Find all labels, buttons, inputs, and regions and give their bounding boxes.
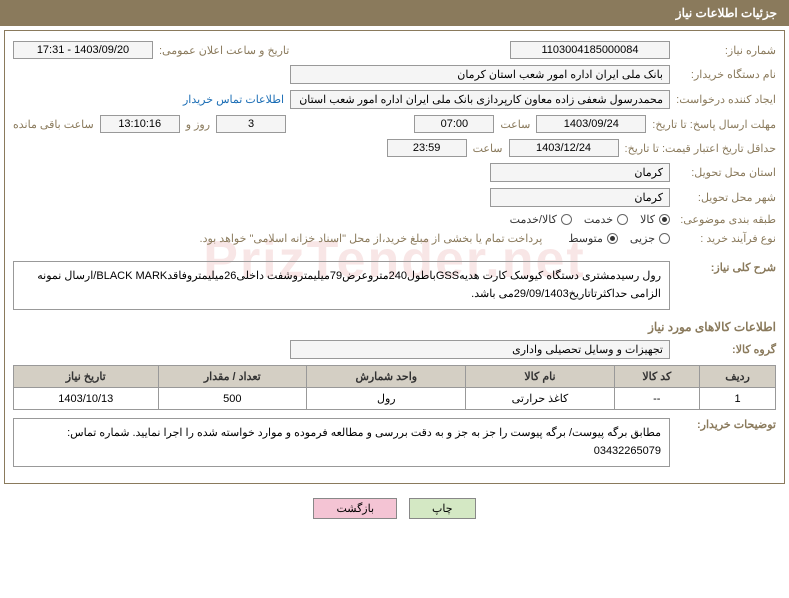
announce-dt-value: 1403/09/20 - 17:31 (13, 41, 153, 59)
category-option[interactable]: کالا (640, 213, 670, 226)
detail-panel: شماره نیاز: 1103004185000084 تاریخ و ساع… (4, 30, 785, 484)
validity-time-value: 23:59 (387, 139, 467, 157)
radio-icon (607, 233, 618, 244)
goods-group-value: تجهیزات و وسایل تحصیلی واداری (290, 340, 670, 359)
table-row: 1--کاغذ حرارتیرول5001403/10/13 (14, 388, 776, 410)
radio-label: کالا/خدمت (510, 213, 557, 226)
remaining-label: ساعت باقی مانده (13, 118, 94, 131)
requester-label: ایجاد کننده درخواست: (676, 93, 776, 106)
radio-label: متوسط (568, 232, 603, 245)
radio-label: خدمت (584, 213, 613, 226)
table-cell: 500 (158, 388, 307, 410)
radio-label: کالا (640, 213, 655, 226)
city-value: کرمان (490, 188, 670, 207)
process-option[interactable]: جزیی (630, 232, 670, 245)
deadline-time-value: 07:00 (414, 115, 494, 133)
buyer-name-value: بانک ملی ایران اداره امور شعب استان کرما… (290, 65, 670, 84)
radio-label: جزیی (630, 232, 655, 245)
city-label: شهر محل تحویل: (676, 191, 776, 204)
category-option[interactable]: خدمت (584, 213, 628, 226)
back-button[interactable]: بازگشت (313, 498, 397, 519)
need-no-value: 1103004185000084 (510, 41, 670, 59)
table-cell: -- (614, 388, 700, 410)
table-header: کد کالا (614, 366, 700, 388)
radio-icon (659, 214, 670, 225)
button-bar: چاپ بازگشت (0, 488, 789, 523)
goods-group-label: گروه کالا: (676, 343, 776, 356)
goods-table: ردیفکد کالانام کالاواحد شمارشتعداد / مقد… (13, 365, 776, 410)
validity-date-value: 1403/12/24 (509, 139, 619, 157)
page-header: جزئیات اطلاعات نیاز (0, 0, 789, 26)
radio-icon (617, 214, 628, 225)
hour-label-1: ساعت (500, 118, 530, 131)
time-left-value: 13:10:16 (100, 115, 180, 133)
need-no-label: شماره نیاز: (676, 44, 776, 57)
print-button[interactable]: چاپ (409, 498, 476, 519)
province-label: استان محل تحویل: (676, 166, 776, 179)
radio-icon (561, 214, 572, 225)
table-header: تعداد / مقدار (158, 366, 307, 388)
process-option[interactable]: متوسط (568, 232, 618, 245)
buyer-notes-value: مطابق برگه پیوست/ برگه پیوست را جز به جز… (13, 418, 670, 467)
days-left-value: 3 (216, 115, 286, 133)
table-cell: رول (307, 388, 466, 410)
table-header: نام کالا (466, 366, 614, 388)
deadline-date-value: 1403/09/24 (536, 115, 646, 133)
goods-info-title: اطلاعات کالاهای مورد نیاز (13, 320, 776, 334)
announce-dt-label: تاریخ و ساعت اعلان عمومی: (159, 44, 289, 57)
desc-label: شرح کلی نیاز: (676, 261, 776, 274)
desc-value: رول رسیدمشتری دستگاه کیوسک کارت هدیهGSSب… (13, 261, 670, 310)
days-and-label: روز و (186, 118, 210, 131)
deadline-label: مهلت ارسال پاسخ: تا تاریخ: (652, 118, 776, 131)
table-header: واحد شمارش (307, 366, 466, 388)
buyer-notes-label: توضیحات خریدار: (676, 418, 776, 431)
buyer-name-label: نام دستگاه خریدار: (676, 68, 776, 81)
table-cell: کاغذ حرارتی (466, 388, 614, 410)
table-header: ردیف (700, 366, 776, 388)
contact-buyer-link[interactable]: اطلاعات تماس خریدار (183, 93, 284, 106)
process-label: نوع فرآیند خرید : (676, 232, 776, 245)
category-option[interactable]: کالا/خدمت (510, 213, 572, 226)
validity-label: حداقل تاریخ اعتبار قیمت: تا تاریخ: (625, 142, 776, 155)
table-cell: 1 (700, 388, 776, 410)
process-radios: جزیی متوسط (568, 232, 670, 245)
table-header: تاریخ نیاز (14, 366, 159, 388)
category-label: طبقه بندی موضوعی: (676, 213, 776, 226)
province-value: کرمان (490, 163, 670, 182)
hour-label-2: ساعت (473, 142, 503, 155)
payment-note: پرداخت تمام یا بخشی از مبلغ خرید،از محل … (200, 232, 543, 245)
table-cell: 1403/10/13 (14, 388, 159, 410)
radio-icon (659, 233, 670, 244)
category-radios: کالا خدمت کالا/خدمت (510, 213, 670, 226)
requester-value: محمدرسول شعفی زاده معاون کارپردازی بانک … (290, 90, 670, 109)
